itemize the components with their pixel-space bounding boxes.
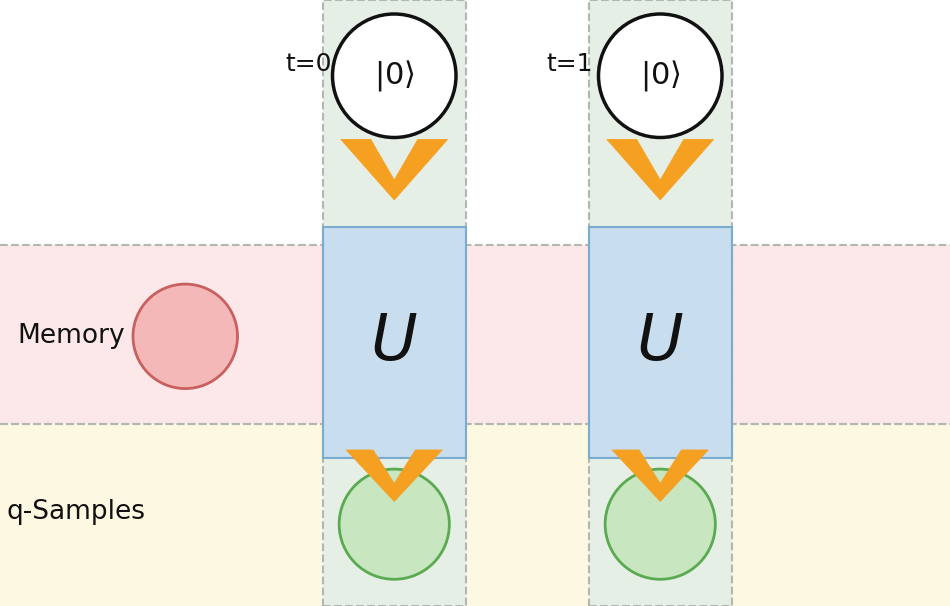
- Text: Memory: Memory: [17, 324, 125, 349]
- Text: $\mathit{U}$: $\mathit{U}$: [370, 312, 418, 373]
- Ellipse shape: [133, 284, 238, 388]
- Ellipse shape: [598, 14, 722, 138]
- Text: t=0: t=0: [286, 52, 332, 76]
- Bar: [323, 227, 466, 458]
- Polygon shape: [607, 139, 713, 200]
- Bar: [589, 227, 732, 458]
- Ellipse shape: [339, 469, 449, 579]
- Ellipse shape: [332, 14, 456, 138]
- Bar: [589, 0, 732, 606]
- Polygon shape: [346, 450, 443, 502]
- Text: t=1: t=1: [547, 52, 593, 76]
- Polygon shape: [341, 139, 447, 200]
- Text: $|0\rangle$: $|0\rangle$: [639, 58, 681, 93]
- Polygon shape: [612, 450, 709, 502]
- Bar: [0, 424, 950, 606]
- Bar: [0, 0, 950, 245]
- Ellipse shape: [605, 469, 715, 579]
- Text: q-Samples: q-Samples: [7, 499, 145, 525]
- Bar: [323, 0, 466, 606]
- Text: $\mathit{U}$: $\mathit{U}$: [636, 312, 684, 373]
- Text: $|0\rangle$: $|0\rangle$: [373, 58, 415, 93]
- Bar: [0, 245, 950, 424]
